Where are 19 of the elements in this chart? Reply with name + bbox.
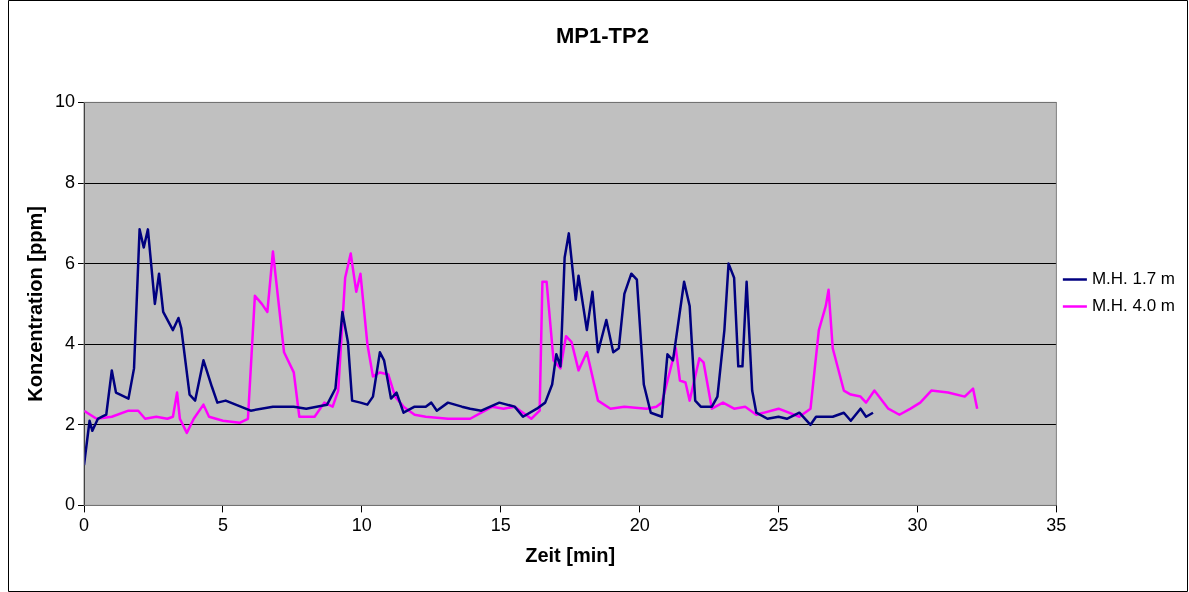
- x-tick-label: 35: [1046, 515, 1067, 536]
- legend-label: M.H. 1.7 m: [1091, 269, 1175, 289]
- y-tick-label: 0: [65, 494, 76, 515]
- y-tick-label: 8: [65, 171, 76, 192]
- y-tick-label: 2: [65, 413, 76, 434]
- x-axis-title: Zeit [min]: [525, 543, 616, 566]
- x-tick-label: 5: [217, 515, 228, 536]
- x-tick-label: 15: [490, 515, 511, 536]
- x-tick-label: 0: [79, 515, 90, 536]
- chart-title: MP1-TP2: [556, 23, 649, 49]
- legend-label: M.H. 4.0 m: [1091, 296, 1175, 316]
- x-tick-label: 25: [768, 515, 789, 536]
- y-tick-label: 6: [65, 252, 76, 273]
- y-axis-title: Konzentration [ppm]: [23, 206, 46, 402]
- x-tick-label: 30: [907, 515, 928, 536]
- x-tick-label: 10: [351, 515, 372, 536]
- y-tick-label: 4: [65, 333, 76, 354]
- x-tick-label: 20: [629, 515, 650, 536]
- y-tick-label: 10: [54, 91, 76, 112]
